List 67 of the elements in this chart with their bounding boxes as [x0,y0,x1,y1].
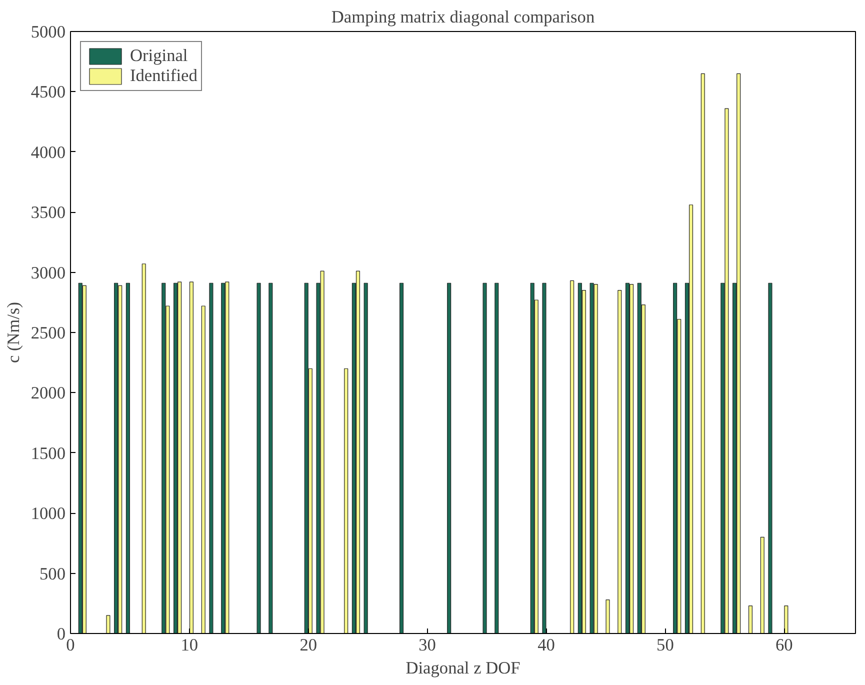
y-tick-label: 2500 [30,324,66,342]
bar [256,282,261,634]
y-tick-label: 4000 [30,142,66,162]
y-tick-label: 3500 [30,203,66,222]
bar [82,285,86,634]
y-tick-label: 2000 [30,384,66,403]
bar [447,282,452,634]
bar [606,599,610,634]
bar [618,290,622,634]
x-axis-title: Diagonal z DOF [406,658,521,678]
bar [724,108,729,634]
bar [594,284,598,634]
bar [494,282,499,634]
bar [748,606,752,634]
y-tick-label: 4500 [30,82,66,102]
bar [142,264,146,634]
bar [78,282,82,634]
bar [178,282,182,634]
bar [356,270,360,634]
bar [106,615,110,634]
y-tick-label: 1000 [30,504,66,524]
y-tick-label: 1500 [30,444,66,463]
x-tick-label: 30 [418,636,436,654]
y-tick-label: 3000 [30,263,66,282]
bar [688,204,694,634]
legend-label: Original [130,46,188,66]
bar [637,282,642,634]
bar [625,282,630,634]
y-tick-label: 500 [40,564,66,584]
x-tick-label: 20 [300,636,318,654]
bar [126,282,130,634]
bar [700,73,705,634]
bar [736,73,741,634]
x-tick-label: 60 [775,636,793,654]
chart-title: Damping matrix diagonal comparison [331,8,595,26]
bar [118,285,122,634]
bar [673,282,678,634]
bar [114,282,118,634]
bar [482,282,487,634]
bar [542,282,546,634]
bar [225,282,230,634]
bar [304,282,308,634]
bar [221,282,226,634]
bar [590,282,594,634]
bar [570,280,574,634]
bar [344,368,348,634]
bar [189,282,194,634]
x-tick-label: 10 [180,636,198,654]
bar [209,282,214,634]
bar [201,306,206,634]
bar [530,282,534,634]
y-tick-label: 5000 [30,22,66,42]
bar [768,282,772,634]
bar [174,282,178,634]
legend-label: Identified [130,66,198,86]
bar [784,606,788,634]
bar [364,282,368,634]
x-tick-label: 40 [538,636,555,654]
bar [760,536,764,634]
bar [630,284,634,634]
bar [399,282,404,634]
bar [320,270,324,634]
x-tick-label: 50 [656,636,674,654]
bar [578,282,582,634]
bar [162,282,166,634]
bar [268,282,273,634]
y-axis-title: c (Nm/s) [4,302,23,364]
